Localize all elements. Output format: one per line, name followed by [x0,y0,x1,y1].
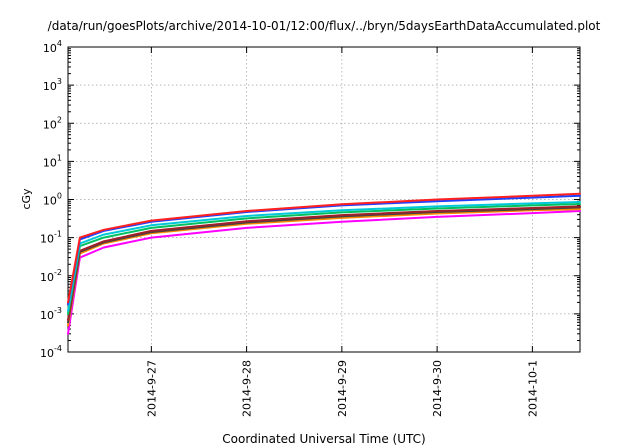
x-tick-label: 2014-9-30 [431,360,444,417]
y-tick-label: 10-1 [40,230,62,246]
x-tick-label: 2014-10-1 [526,360,539,417]
series-line [67,208,581,327]
series-line [67,206,581,324]
y-tick-label: 103 [43,77,62,93]
series-line [67,201,581,312]
chart-title: /data/run/goesPlots/archive/2014-10-01/1… [48,19,601,33]
y-tick-label: 101 [43,153,62,169]
series-line [67,192,581,304]
x-tick-label: 2014-9-27 [145,360,158,417]
x-tick-label: 2014-9-29 [336,360,349,417]
y-tick-label: 10-2 [40,268,62,284]
y-tick-label: 10-3 [40,306,62,322]
axis-ticks: 10-4 10-3 10-2 10-1 100 101 102 103 104 2014-9-27… [40,39,580,417]
x-tick-label: 2014-9-28 [241,360,254,417]
series-lines [67,192,581,335]
y-axis-label: cGy [20,188,33,210]
y-tick-label: 102 [43,115,62,131]
x-axis-label: Coordinated Universal Time (UTC) [222,432,425,446]
series-line [67,210,581,335]
series-line [67,203,581,315]
series-line [67,205,581,321]
y-tick-label: 104 [43,39,62,55]
y-tick-label: 100 [43,192,62,208]
y-tick-label: 10-4 [40,344,62,360]
